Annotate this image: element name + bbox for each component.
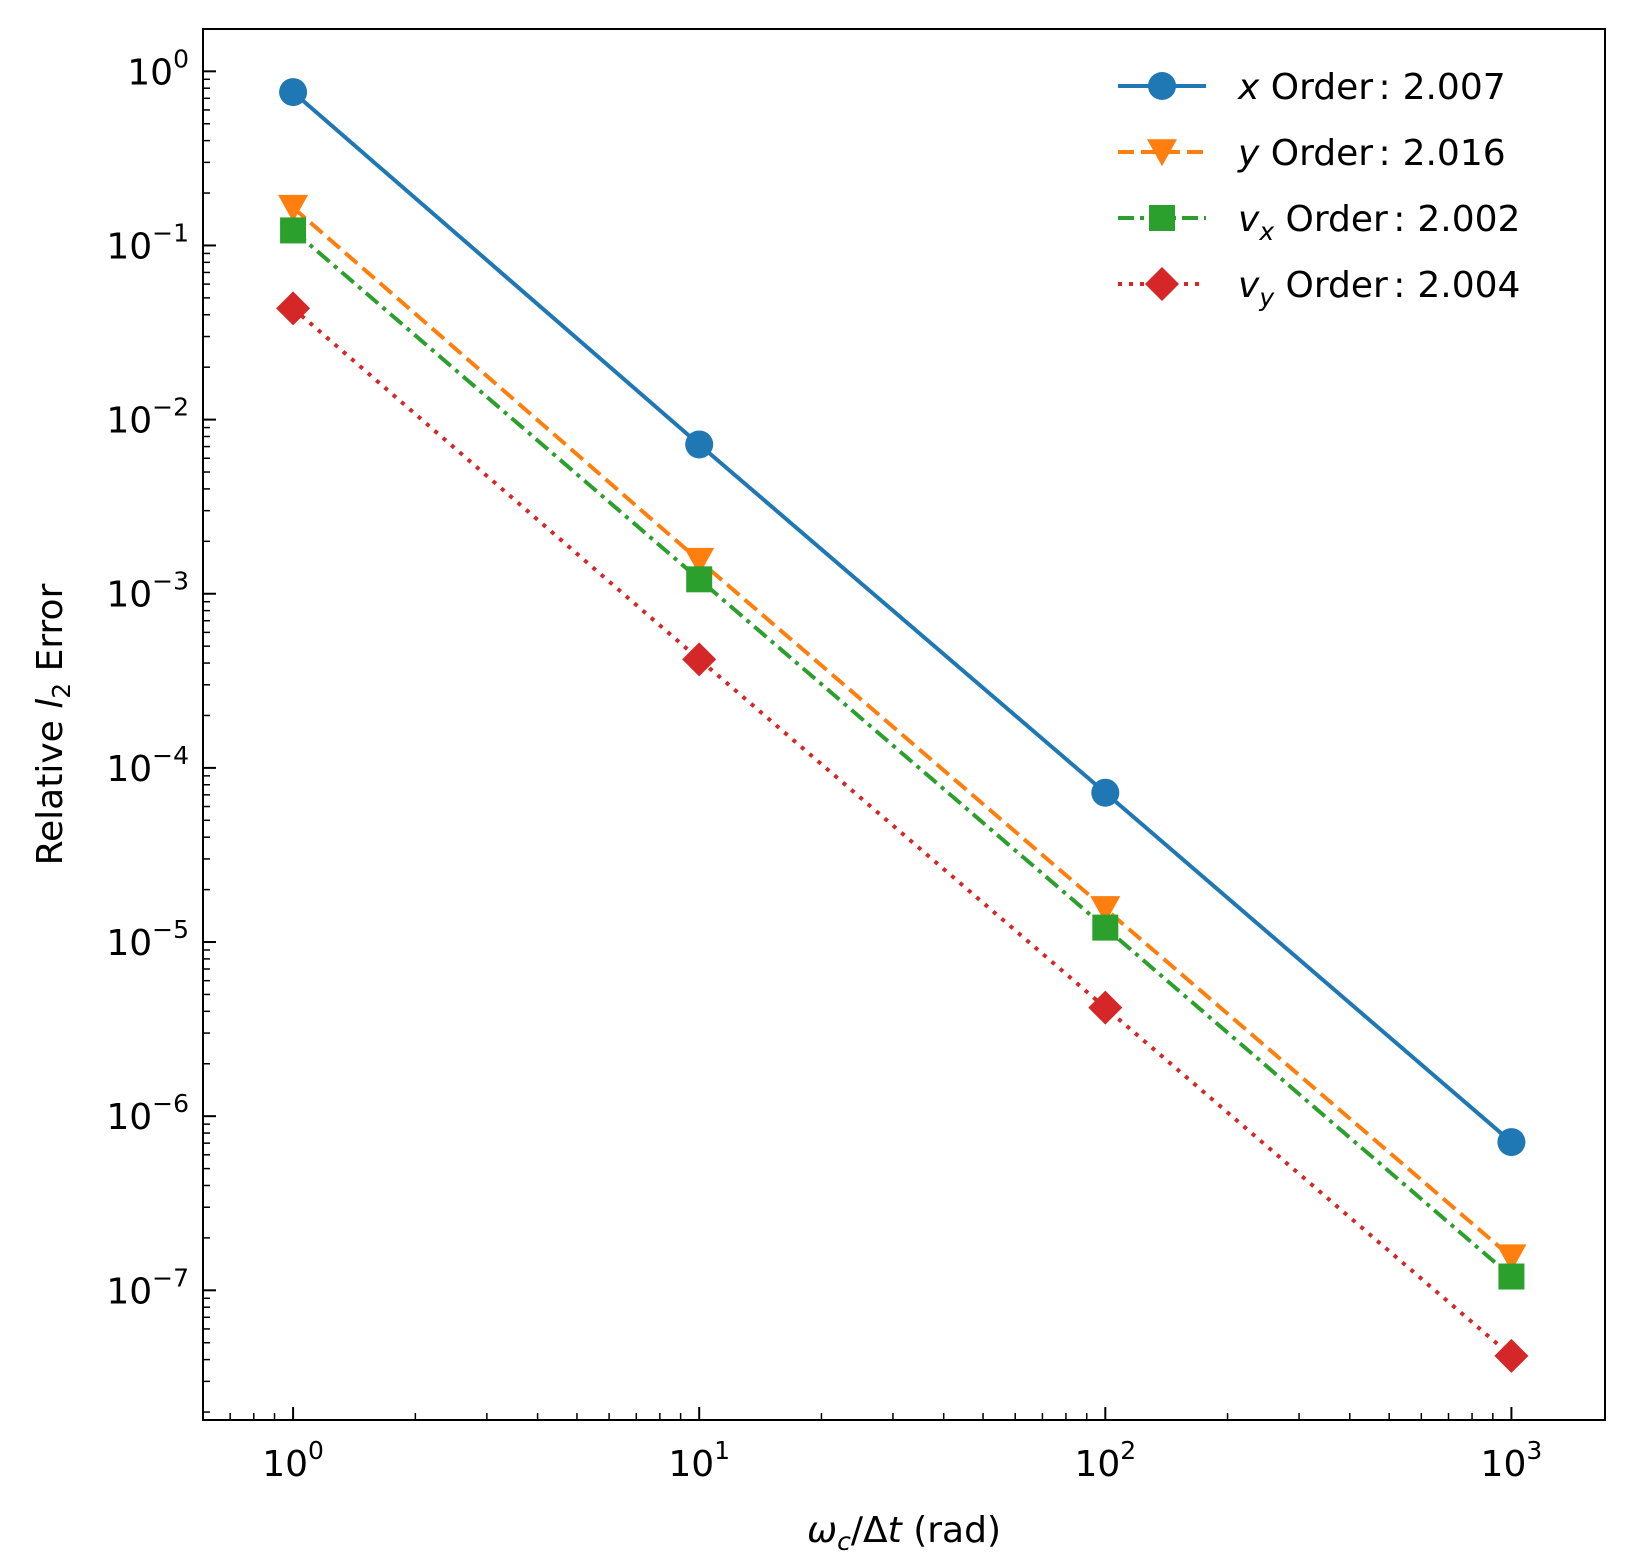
x-label-mid: /Δ	[851, 1510, 888, 1551]
legend-marker	[1149, 205, 1175, 231]
legend-label: vx Order:2.002	[1238, 199, 1520, 246]
x-tick-label: 102	[1074, 1436, 1136, 1485]
x-label-t: t	[888, 1510, 904, 1551]
legend-entry: y Order:2.016	[1118, 133, 1506, 174]
y-label-l: l	[30, 699, 71, 709]
data-point	[278, 194, 309, 222]
legend-entry: vx Order:2.002	[1118, 199, 1520, 246]
y-tick-label: 10−4	[106, 741, 189, 790]
data-point	[279, 78, 308, 107]
series-line	[291, 306, 1513, 1358]
y-tick-label: 10−2	[106, 393, 189, 442]
data-point	[280, 217, 307, 244]
x-label-sub: c	[837, 1527, 851, 1556]
legend-marker	[1148, 72, 1176, 100]
y-label-pre: Relative	[30, 709, 71, 866]
x-tick-labels: 100 101 102 103	[262, 1436, 1542, 1485]
data-point	[684, 547, 715, 575]
data-point	[686, 566, 713, 593]
plot-frame	[202, 28, 1606, 1421]
y-tick-label: 10−1	[106, 218, 189, 267]
data-point	[682, 642, 717, 677]
legend-label: vy Order:2.004	[1238, 265, 1520, 312]
legend: x Order:2.007 y Order:2.016 vx Order:2.002…	[1118, 67, 1520, 312]
series-line	[291, 90, 1513, 1144]
major-ticks	[203, 70, 1513, 1420]
y-label-sub: 2	[47, 683, 76, 699]
data-point	[276, 291, 311, 326]
y-tick-label: 100	[127, 44, 189, 93]
legend-label: y Order:2.016	[1237, 133, 1506, 174]
legend-marker	[1145, 267, 1179, 301]
y-axis-label: Relative l2 Error	[30, 583, 76, 865]
x-label-omega: ω	[807, 1510, 837, 1551]
data-point	[1088, 990, 1123, 1025]
y-tick-label: 10−7	[106, 1263, 189, 1312]
series-4	[276, 291, 1529, 1373]
x-axis-label: ωc/Δt (rad)	[807, 1510, 1001, 1556]
minor-ticks	[202, 78, 1494, 1420]
data-point	[1092, 914, 1119, 941]
legend-entry: x Order:2.007	[1118, 67, 1506, 108]
legend-marker	[1147, 139, 1177, 167]
y-label-post: Error	[30, 583, 71, 682]
legend-label: x Order:2.007	[1237, 67, 1506, 108]
x-label-rest: (rad)	[902, 1510, 1001, 1551]
series-line	[291, 228, 1513, 1279]
x-tick-label: 103	[1481, 1436, 1543, 1485]
data-point	[685, 430, 714, 459]
data-point	[1498, 1263, 1525, 1290]
y-tick-labels: 100 10−1 10−2 10−3 10−4 10−5 10−6 10−7	[106, 44, 189, 1312]
series-2	[278, 194, 1527, 1272]
y-tick-label: 10−6	[106, 1089, 189, 1138]
series-line	[291, 206, 1513, 1259]
legend-entry: vy Order:2.004	[1118, 265, 1520, 312]
x-tick-label: 100	[262, 1436, 324, 1485]
y-tick-label: 10−5	[106, 915, 189, 964]
data-point	[1497, 1128, 1526, 1157]
y-tick-label: 10−3	[106, 567, 189, 616]
x-tick-label: 101	[668, 1436, 730, 1485]
data-point	[1496, 1244, 1527, 1272]
data-point	[1090, 896, 1121, 924]
data-point	[1091, 778, 1120, 807]
series-1	[279, 78, 1526, 1157]
series-3	[280, 217, 1525, 1290]
data-point	[1494, 1338, 1529, 1373]
series-layer	[276, 78, 1529, 1373]
